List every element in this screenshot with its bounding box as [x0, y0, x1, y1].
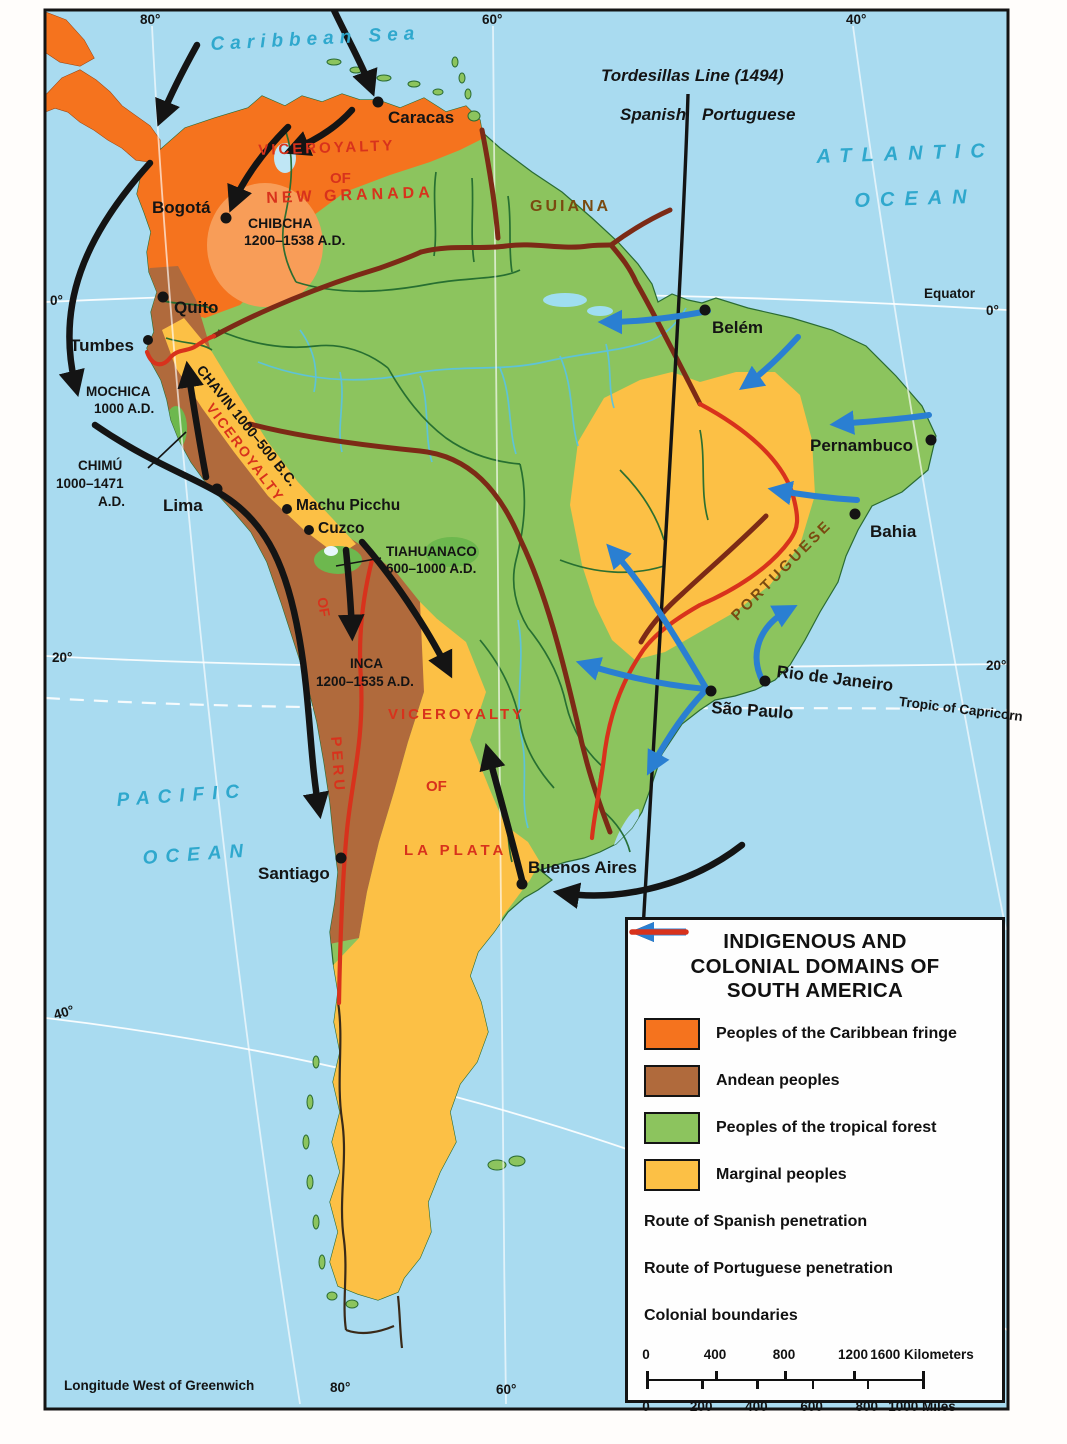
- equator-label: Equator: [924, 286, 976, 301]
- city-label-santiago: Santiago: [258, 864, 330, 883]
- scale-km-tick-label: 800: [772, 1346, 796, 1362]
- chimu-label: CHIMÚ: [78, 458, 123, 473]
- longitude-note-label: Longitude West of Greenwich: [64, 1378, 255, 1393]
- grid-label-left-20: 20°: [52, 650, 73, 665]
- tordesillas-spanish-label: Spanish: [620, 105, 687, 124]
- scale-mi-labels: 0 200 400 600 800 1000 Miles: [642, 1398, 956, 1415]
- legend-item-tropical-forest: Peoples of the tropical forest: [644, 1111, 986, 1145]
- legend-item-andean: Andean peoples: [644, 1064, 986, 1098]
- scale-mi-tick-label: 400: [745, 1398, 768, 1414]
- legend-item-label: Peoples of the tropical forest: [716, 1118, 937, 1136]
- city-label-bogota: Bogotá: [152, 198, 211, 217]
- city-label-buenos-aires: Buenos Aires: [528, 858, 637, 877]
- legend-item-label: Marginal peoples: [716, 1165, 847, 1183]
- grid-label-top-40: 40°: [846, 12, 867, 27]
- grid-label-top-80: 80°: [140, 12, 161, 27]
- andean-swatch: [644, 1064, 700, 1097]
- city-label-machu-picchu: Machu Picchu: [296, 497, 401, 514]
- chibcha-dates-label: 1200–1538 A.D.: [244, 232, 346, 248]
- scale-km-tick-label: 1200: [837, 1346, 869, 1362]
- tiahuanaco-label: TIAHUANACO: [386, 544, 477, 559]
- patagonia-border: [336, 1001, 404, 1349]
- legend-item-label: Route of Portuguese penetration: [644, 1259, 893, 1277]
- caribbean-fringe-swatch: [644, 1017, 700, 1050]
- atlantic-ocean-label-2: OCEAN: [854, 185, 977, 212]
- spanish-routes: [58, 10, 746, 909]
- legend-title: INDIGENOUS AND COLONIAL DOMAINS OF SOUTH…: [690, 930, 940, 1003]
- scale-mi-tick-label: 200: [689, 1398, 713, 1414]
- scale-mi-tick-label: 0: [642, 1398, 650, 1414]
- legend-item-portuguese-route: Route of Portuguese penetration: [630, 922, 986, 1286]
- inca-dates-label: 1200–1535 A.D.: [316, 674, 414, 689]
- scale-km-labels: 0 400 800 1200 1600 Kilometers: [642, 1346, 974, 1363]
- mochica-dates-label: 1000 A.D.: [94, 401, 155, 416]
- legend-item-spanish-route: Route of Spanish penetration: [630, 922, 986, 1239]
- colonial-boundaries-maroon: [211, 127, 769, 835]
- guiana-label: GUIANA: [530, 198, 612, 215]
- legend-item-caribbean-fringe: Peoples of the Caribbean fringe: [644, 1017, 986, 1051]
- inca-label: INCA: [350, 656, 383, 671]
- grid-label-right-20: 20°: [986, 658, 1007, 673]
- chibcha-label: CHIBCHA: [248, 215, 313, 231]
- city-dots: [143, 96, 937, 890]
- mochica-label: MOCHICA: [86, 384, 151, 399]
- legend-item-marginal: Marginal peoples: [644, 1158, 986, 1192]
- scale-bar-line: [646, 1369, 925, 1391]
- legend-item-label: Andean peoples: [716, 1071, 840, 1089]
- city-label-belem: Belém: [712, 318, 764, 337]
- scale-km-tick-label: 400: [703, 1346, 727, 1362]
- scale-mi-tick-label: 800: [855, 1398, 879, 1414]
- chimu-dates-label: 1000–1471: [56, 476, 124, 491]
- la-plata-label-2: OF: [426, 778, 447, 795]
- portuguese-routes: [575, 308, 932, 776]
- islands: [302, 56, 526, 1309]
- la-plata-label-1: VICEROYALTY: [388, 706, 526, 723]
- city-label-pernambuco: Pernambuco: [810, 436, 913, 455]
- city-label-cuzco: Cuzco: [318, 520, 365, 537]
- legend: INDIGENOUS AND COLONIAL DOMAINS OF SOUTH…: [625, 917, 1005, 1414]
- tordesillas-line-label: Tordesillas Line (1494): [601, 66, 784, 85]
- grid-label-bottom-80: 80°: [330, 1380, 351, 1395]
- rivers: [257, 307, 687, 829]
- legend-item-label: Route of Spanish penetration: [644, 1212, 868, 1230]
- legend-item-colonial-boundaries: Colonial boundaries: [629, 929, 986, 1333]
- marginal-swatch: [644, 1158, 700, 1191]
- scale-bar: 0 400 800 1200 1600 Kilometers 0 200 400…: [642, 1346, 974, 1421]
- city-label-lima: Lima: [163, 496, 203, 515]
- grid-label-bottom-60: 60°: [496, 1382, 517, 1397]
- grid-label-top-60: 60°: [482, 12, 503, 27]
- tiahuanaco-dates-label: 600–1000 A.D.: [386, 561, 477, 576]
- scale-km-tick-label: 0: [642, 1346, 650, 1362]
- scale-mi-tick-label: 600: [800, 1398, 823, 1414]
- city-label-bahia: Bahia: [870, 522, 917, 541]
- scale-mi-tick-label: 1000 Miles: [888, 1398, 956, 1414]
- city-label-tumbes: Tumbes: [70, 336, 134, 355]
- scale-km-tick-label: 1600 Kilometers: [870, 1346, 974, 1362]
- grid-label-right-0: 0°: [986, 303, 999, 318]
- legend-item-label: Colonial boundaries: [644, 1306, 798, 1324]
- tordesillas-portuguese-label: Portuguese: [702, 105, 796, 124]
- city-label-quito: Quito: [174, 298, 219, 317]
- la-plata-label-3: LA PLATA: [404, 842, 508, 859]
- legend-item-label: Peoples of the Caribbean fringe: [716, 1024, 957, 1042]
- colonial-boundary-line-icon: [629, 929, 689, 935]
- tropical-forest-swatch: [644, 1111, 700, 1144]
- new-granada-label-2: OF: [330, 170, 351, 187]
- chimu-dates2-label: A.D.: [98, 494, 125, 509]
- viceroyalty-peru-label-2: OF: [314, 596, 334, 618]
- city-label-caracas: Caracas: [388, 108, 455, 127]
- grid-label-left-0: 0°: [50, 293, 63, 308]
